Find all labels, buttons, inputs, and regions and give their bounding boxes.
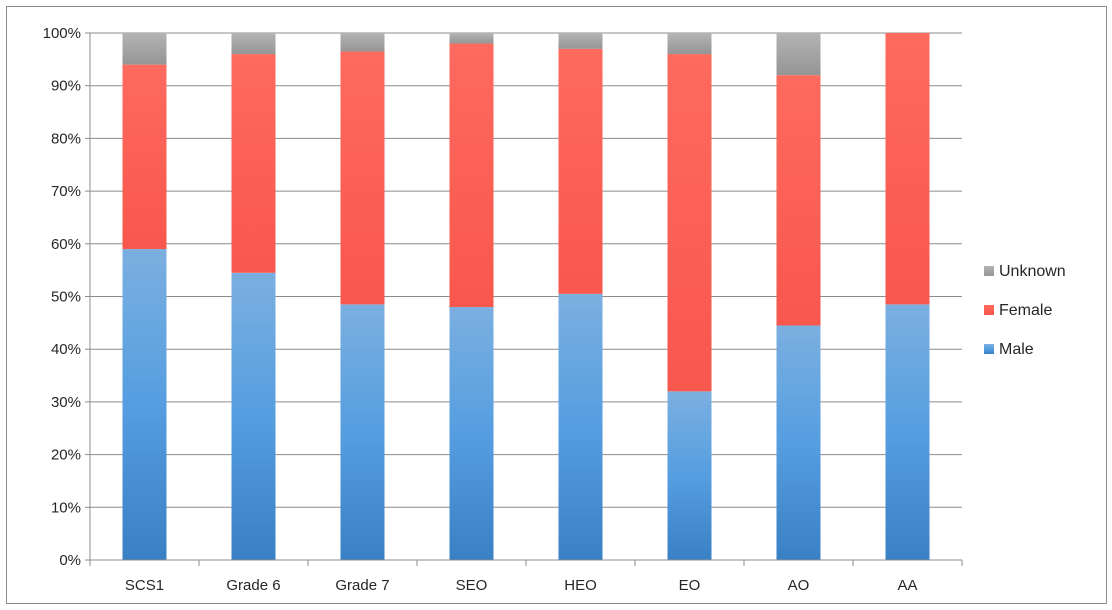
bar-male-eo xyxy=(667,391,712,560)
axes: 0% 10% 20% 30% 40% 50% 60% 70% 80% 90% 100% SCS1 Gra… xyxy=(43,25,963,594)
chart-frame: 0% 10% 20% 30% 40% 50% 60% 70% 80% 90% 100% SCS1 Gra… xyxy=(6,6,1107,604)
x-category-label: AO xyxy=(788,577,810,594)
bar-male-aa xyxy=(885,304,930,560)
bar-unknown-seo xyxy=(449,33,494,44)
bar-female-heo xyxy=(558,48,603,294)
y-tick-label: 30% xyxy=(51,394,81,411)
gridlines xyxy=(90,32,962,508)
stacked-bar-chart: 0% 10% 20% 30% 40% 50% 60% 70% 80% 90% 100% SCS1 Gra… xyxy=(43,25,1066,594)
y-tick-label: 100% xyxy=(43,25,81,42)
y-tick-label: 60% xyxy=(51,236,81,253)
bar-male-grade-6 xyxy=(231,272,276,560)
x-category-label: Grade 7 xyxy=(335,577,389,594)
bar-female-grade-6 xyxy=(231,54,276,273)
bars xyxy=(122,33,930,560)
bar-female-grade-7 xyxy=(340,51,385,305)
bar-unknown-eo xyxy=(667,33,712,55)
bar-female-aa xyxy=(885,33,930,305)
legend-swatch-unknown xyxy=(984,266,994,276)
bar-female-eo xyxy=(667,54,712,392)
y-tick-label: 40% xyxy=(51,341,81,358)
x-category-label: HEO xyxy=(564,577,597,594)
y-tick-label: 90% xyxy=(51,78,81,95)
y-tick-label: 20% xyxy=(51,447,81,464)
bar-female-ao xyxy=(776,75,821,326)
x-category-label: EO xyxy=(679,577,701,594)
bar-male-scs1 xyxy=(122,249,167,560)
bar-male-grade-7 xyxy=(340,304,385,560)
bar-female-scs1 xyxy=(122,64,167,250)
legend-label-male: Male xyxy=(999,341,1034,358)
legend: Unknown Female Male xyxy=(984,263,1066,358)
bar-unknown-grade-6 xyxy=(231,33,276,55)
x-category-label: Grade 6 xyxy=(226,577,280,594)
y-tick-label: 10% xyxy=(51,499,81,516)
bar-female-seo xyxy=(449,43,494,308)
bar-male-seo xyxy=(449,307,494,560)
legend-label-female: Female xyxy=(999,302,1052,319)
y-tick-label: 80% xyxy=(51,130,81,147)
bar-unknown-heo xyxy=(558,33,603,49)
bar-unknown-scs1 xyxy=(122,33,167,65)
legend-label-unknown: Unknown xyxy=(999,263,1066,280)
bar-unknown-ao xyxy=(776,33,821,76)
y-tick-label: 70% xyxy=(51,183,81,200)
y-tick-label: 50% xyxy=(51,289,81,306)
x-category-label: AA xyxy=(897,577,917,594)
x-category-label: SEO xyxy=(456,577,488,594)
y-tick-label: 0% xyxy=(59,552,81,569)
bar-unknown-grade-7 xyxy=(340,33,385,52)
bar-male-ao xyxy=(776,325,821,560)
bar-male-heo xyxy=(558,293,603,560)
legend-swatch-male xyxy=(984,344,994,354)
legend-swatch-female xyxy=(984,305,994,315)
x-category-label: SCS1 xyxy=(125,577,164,594)
